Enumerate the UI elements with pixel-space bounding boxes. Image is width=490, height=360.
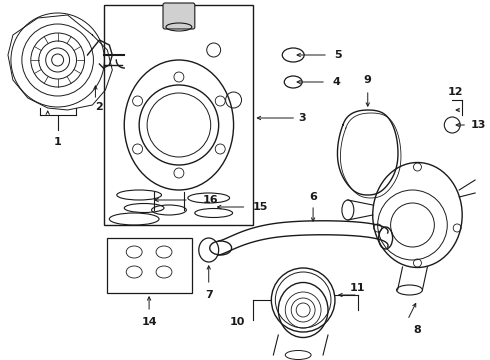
- Text: 6: 6: [309, 192, 317, 202]
- Text: 5: 5: [334, 50, 342, 60]
- FancyBboxPatch shape: [163, 3, 195, 29]
- Text: 16: 16: [203, 195, 219, 205]
- Bar: [104, 5, 253, 225]
- Text: 8: 8: [414, 325, 421, 335]
- Text: 9: 9: [364, 75, 372, 85]
- Text: 2: 2: [96, 102, 103, 112]
- Text: 12: 12: [447, 87, 463, 97]
- Text: 7: 7: [205, 290, 213, 300]
- Text: 4: 4: [332, 77, 340, 87]
- Text: 3: 3: [298, 113, 306, 123]
- Text: 11: 11: [350, 283, 366, 293]
- Bar: [107, 238, 192, 293]
- Text: 14: 14: [141, 317, 157, 327]
- Text: 15: 15: [252, 202, 268, 212]
- Text: 10: 10: [230, 317, 245, 327]
- Text: 1: 1: [54, 137, 62, 147]
- Text: 13: 13: [471, 120, 487, 130]
